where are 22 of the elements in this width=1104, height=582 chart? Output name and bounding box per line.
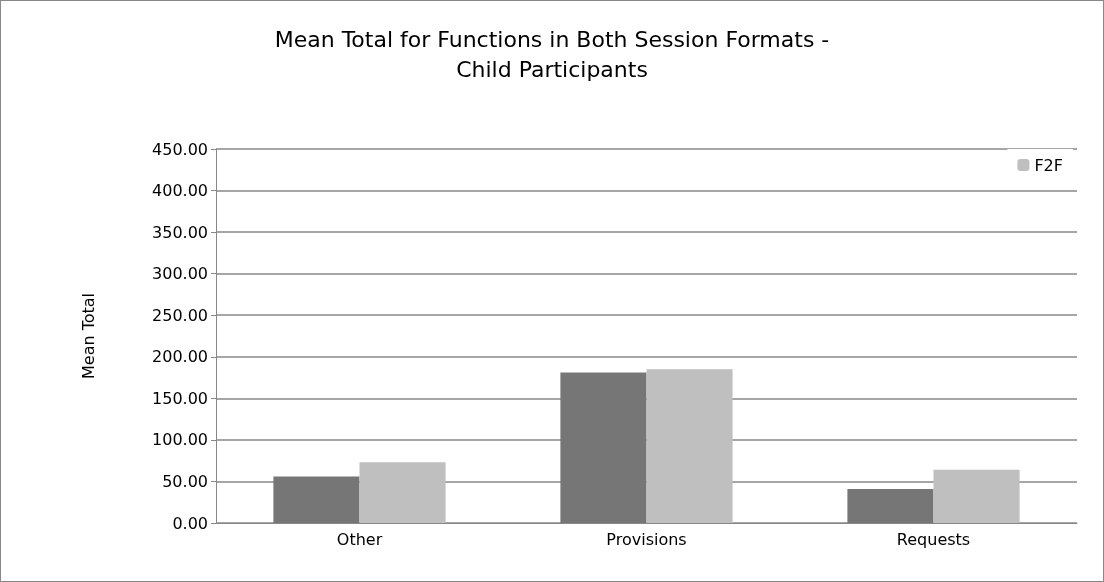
legend-label: F2F <box>1034 155 1064 175</box>
bar <box>847 488 934 523</box>
chart-title: Mean Total for Functions in Both Session Formats - Child Participants <box>274 26 830 82</box>
y-tick-label: 400.00 <box>152 181 208 201</box>
y-tick-label: 0.00 <box>172 513 208 533</box>
y-tick-label: 300.00 <box>152 264 208 284</box>
y-tick-label: 100.00 <box>152 430 208 450</box>
x-tick-label: Requests <box>896 529 971 549</box>
y-tick-label: 200.00 <box>152 347 208 367</box>
y-axis-title: Mean Total <box>78 292 98 380</box>
bar <box>560 372 647 523</box>
y-tick-label: 350.00 <box>152 222 208 242</box>
y-tick-label: 50.00 <box>162 471 208 491</box>
bar <box>646 369 733 523</box>
bar <box>933 469 1020 523</box>
bar <box>273 476 360 523</box>
bar <box>359 462 446 523</box>
y-tick-label: 450.00 <box>152 139 208 159</box>
x-tick-label: Other <box>336 529 383 549</box>
x-tick-label: Provisions <box>606 529 687 549</box>
y-tick-label: 150.00 <box>152 388 208 408</box>
y-tick-label: 250.00 <box>152 305 208 325</box>
